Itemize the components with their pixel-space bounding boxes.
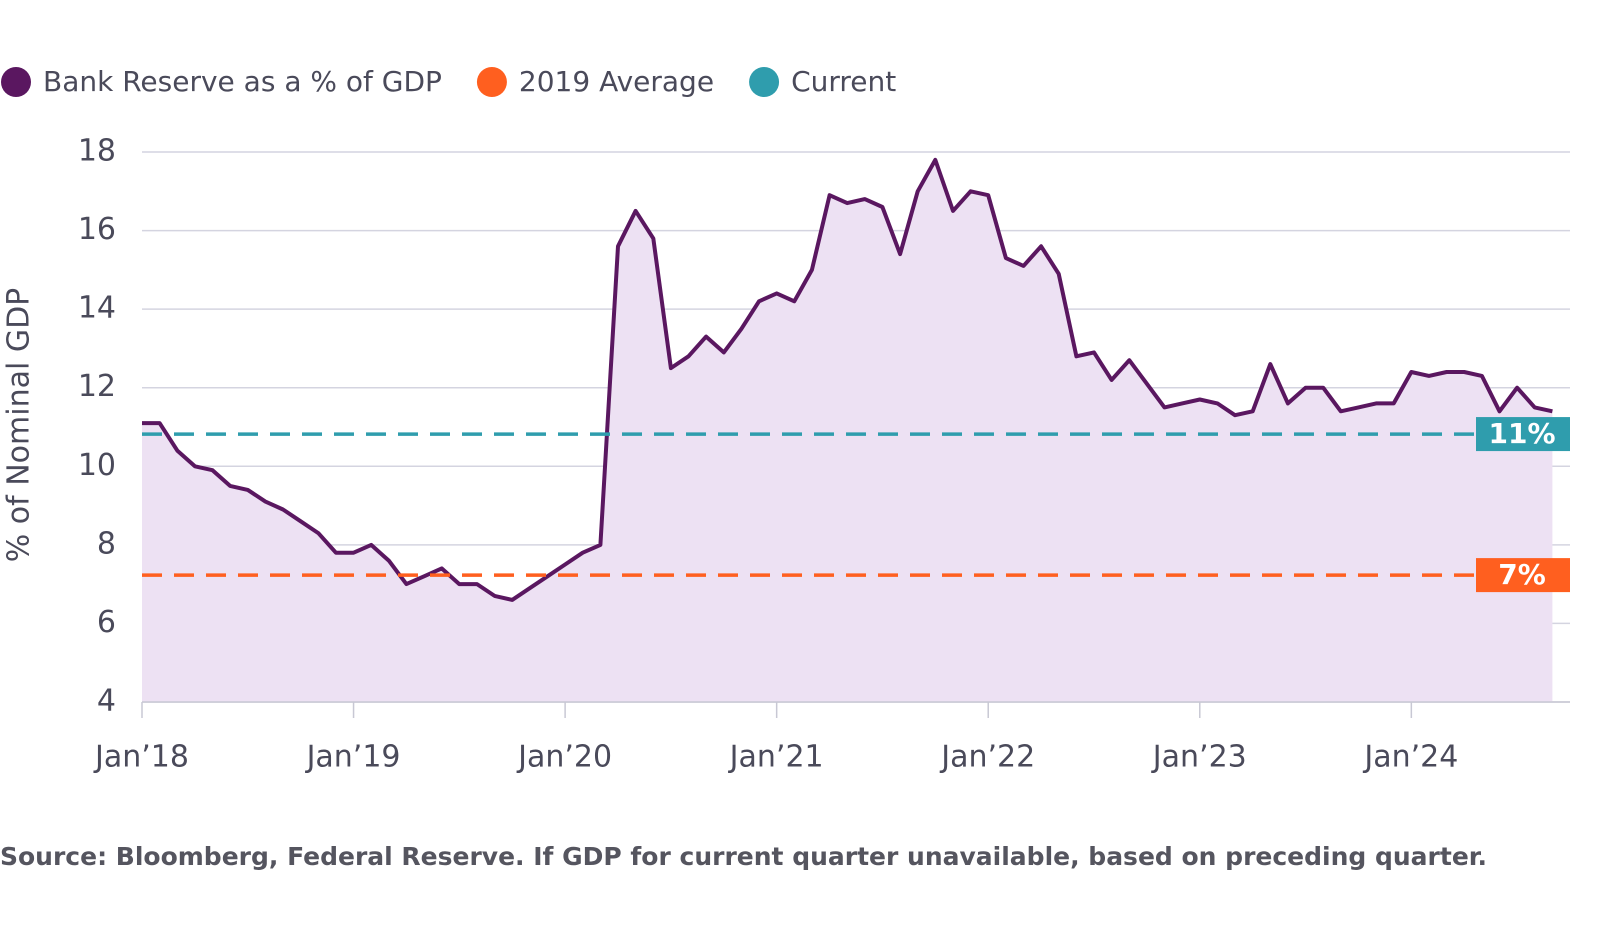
- legend-label: 2019 Average: [519, 65, 714, 98]
- x-tick-label: Jan’20: [516, 740, 612, 775]
- y-tick-label: 14: [78, 291, 116, 326]
- area: [142, 159, 1553, 702]
- x-tick-label: Jan’23: [1151, 740, 1247, 775]
- x-tick-label: Jan’21: [728, 740, 824, 775]
- reference-badge: [1476, 417, 1570, 452]
- y-tick-label: 10: [78, 448, 116, 483]
- source-note: Source: Bloomberg, Federal Reserve. If G…: [0, 842, 1487, 871]
- x-tick-label: Jan’19: [305, 740, 401, 775]
- y-tick-label: 18: [78, 134, 116, 169]
- legend-label: Bank Reserve as a % of GDP: [43, 65, 442, 98]
- y-tick-label: 6: [97, 605, 116, 640]
- y-tick-label: 16: [78, 212, 116, 247]
- legend-marker: [476, 67, 507, 97]
- legend-marker: [1, 67, 31, 97]
- x-tick-label: Jan’24: [1362, 740, 1458, 775]
- reference-label: 7%: [1498, 558, 1546, 591]
- legend-label: Current: [791, 65, 896, 98]
- reference-label: 11%: [1488, 417, 1555, 450]
- reference-badge: [1476, 558, 1570, 593]
- y-tick-label: 12: [78, 369, 116, 404]
- legend-marker: [749, 67, 780, 97]
- y-tick-label: 4: [97, 684, 116, 719]
- y-axis-title: % of Nominal GDP: [2, 288, 37, 563]
- x-tick-label: Jan’22: [939, 740, 1035, 775]
- y-tick-label: 8: [97, 526, 116, 561]
- x-tick-label: Jan’18: [93, 740, 189, 775]
- line: [142, 157, 1553, 602]
